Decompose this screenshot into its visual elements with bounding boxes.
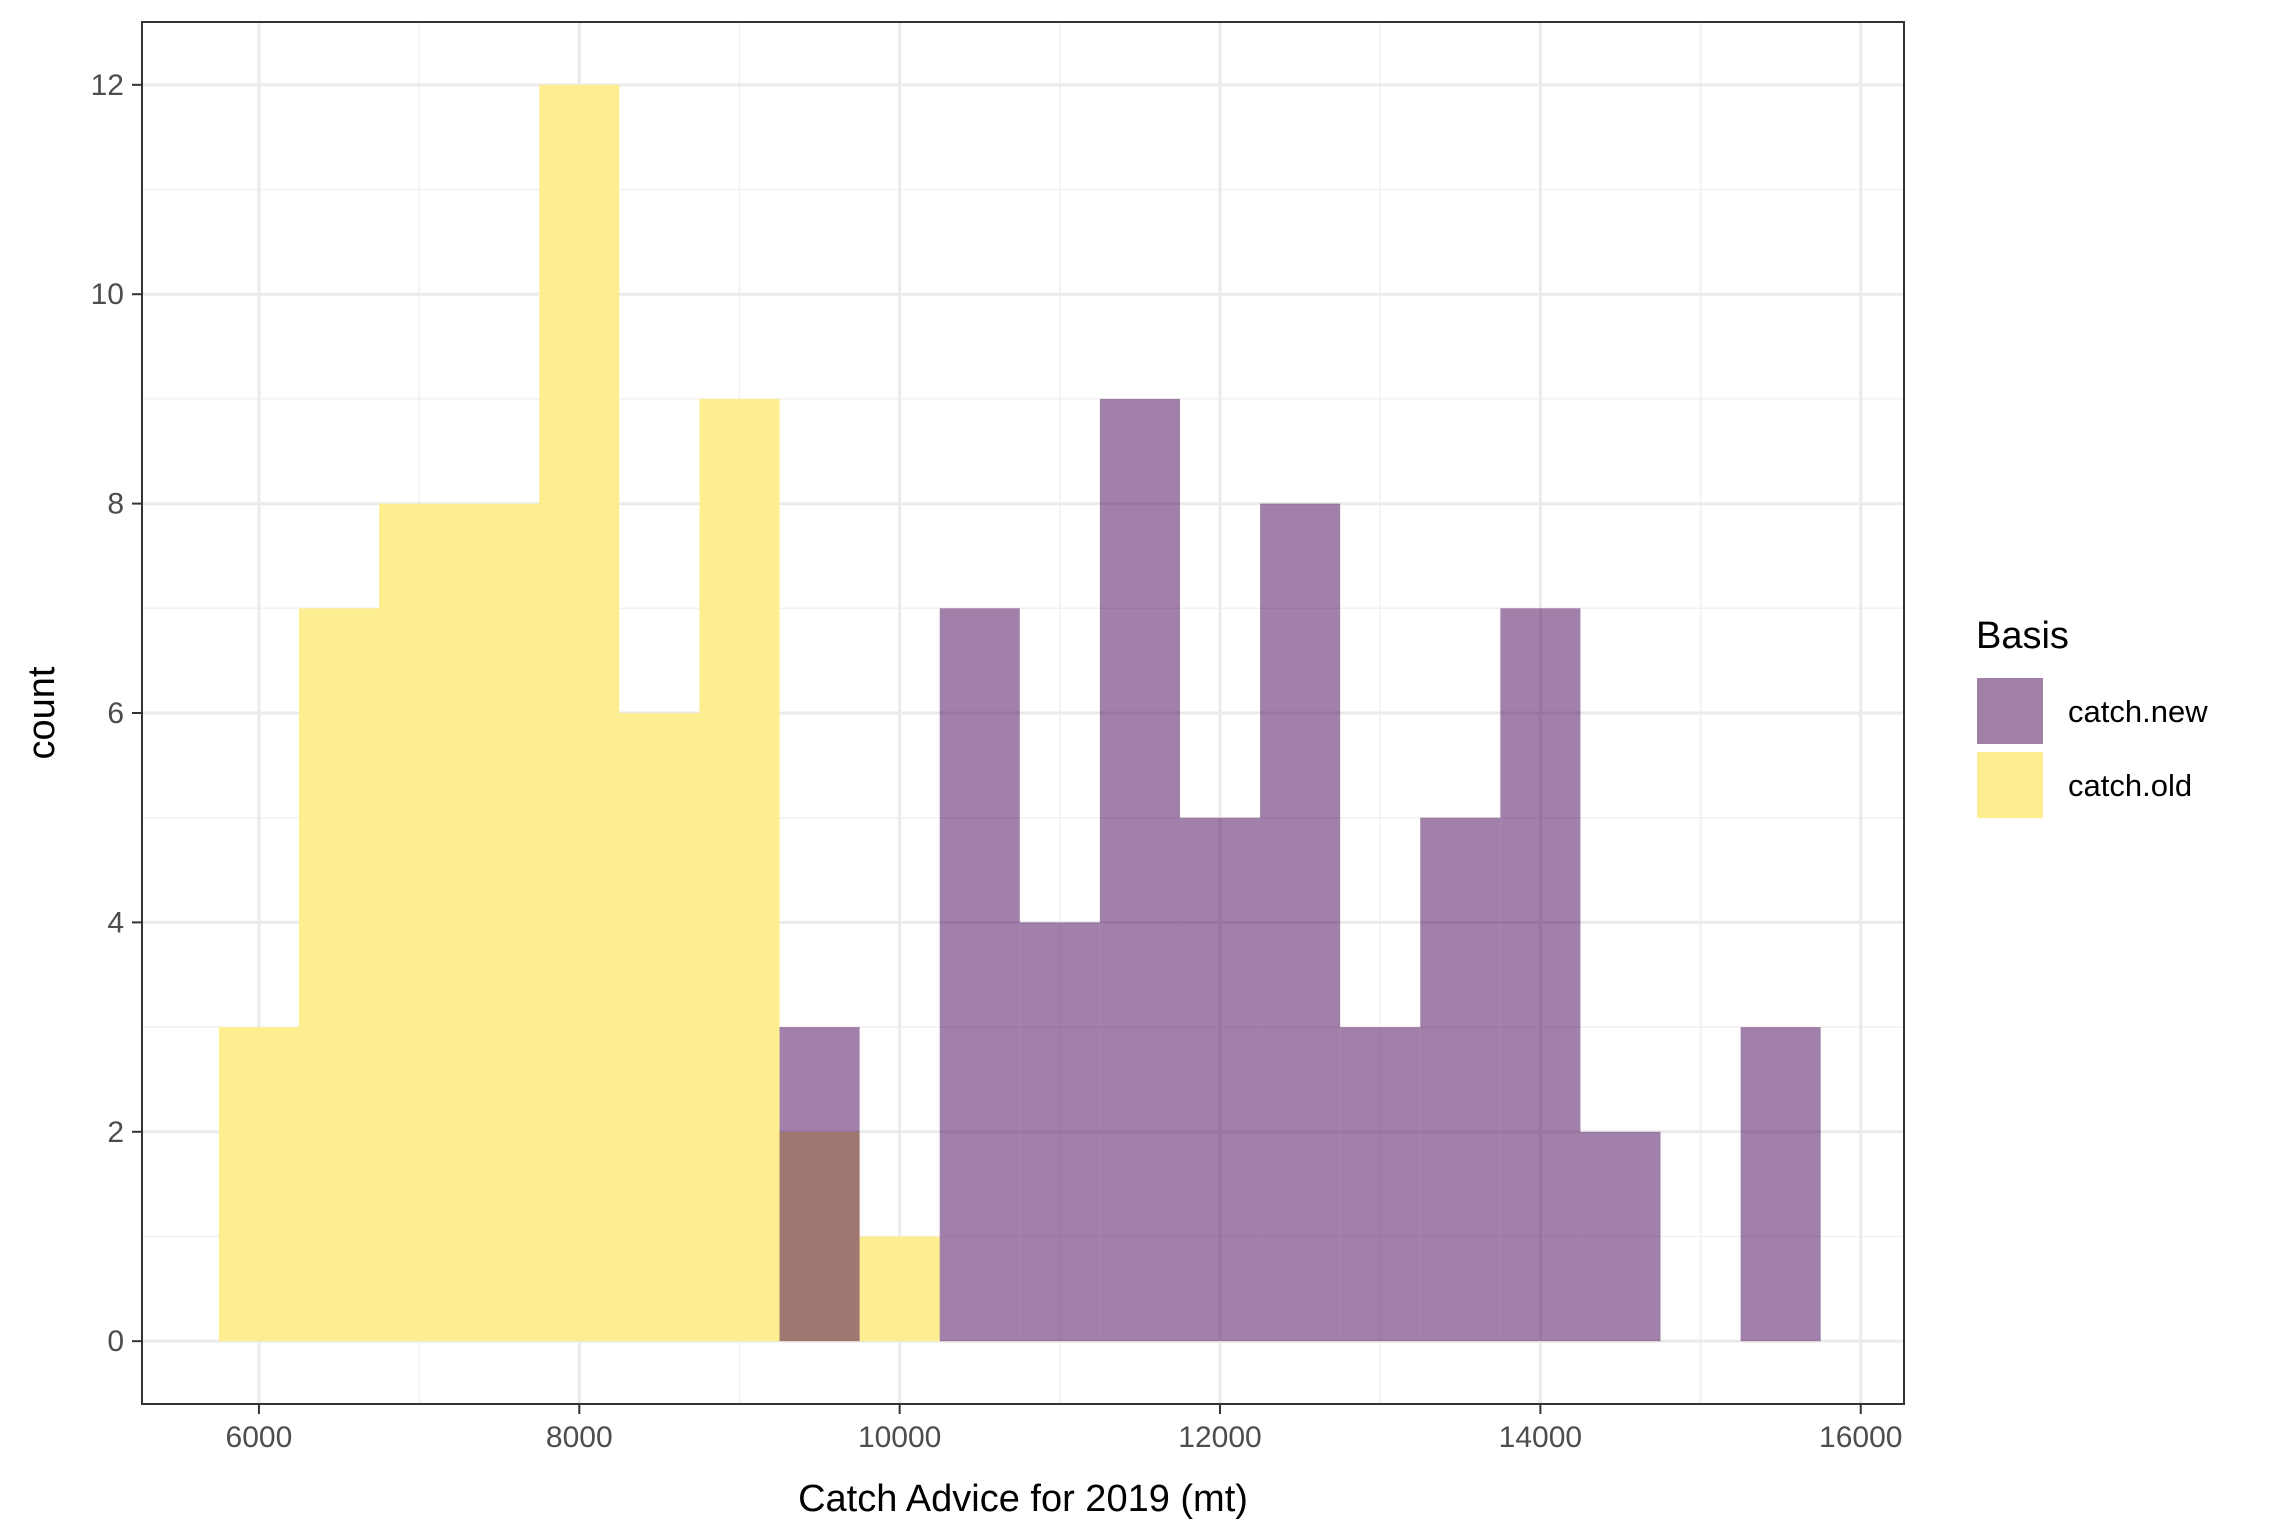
y-axis: 0 2 4 6 8 10 12: [91, 69, 142, 1358]
bar-catch-new: [779, 1027, 860, 1342]
y-tick-label: 6: [107, 697, 124, 730]
bar-catch-old: [379, 503, 460, 1342]
x-tick-label: 12000: [1178, 1421, 1261, 1454]
bar-catch-old: [298, 608, 380, 1342]
x-tick-label: 16000: [1819, 1421, 1902, 1454]
bar-catch-new: [939, 608, 1020, 1342]
y-tick-label: 0: [107, 1325, 124, 1358]
legend-label-catch-old: catch.old: [2068, 768, 2192, 803]
bar-catch-old: [218, 1027, 299, 1342]
legend-key-catch-new: [1977, 678, 2043, 744]
y-tick-label: 4: [107, 906, 124, 939]
x-axis-title: Catch Advice for 2019 (mt): [798, 1478, 1248, 1520]
legend-entries: catch.new catch.old: [1977, 678, 2208, 818]
y-tick-label: 8: [107, 488, 124, 521]
x-tick-label: 8000: [546, 1421, 613, 1454]
bar-catch-new: [1420, 817, 1501, 1342]
bar-catch-old: [459, 503, 540, 1342]
histogram-bars: [218, 84, 1821, 1342]
bar-catch-old: [859, 1236, 940, 1342]
bar-catch-old: [619, 713, 700, 1342]
bar-catch-new: [1500, 608, 1581, 1342]
x-axis: 6000 8000 10000 12000 14000 16000: [226, 1404, 1902, 1454]
bar-catch-new: [1099, 398, 1180, 1342]
x-tick-label: 6000: [226, 1421, 293, 1454]
legend-key-catch-old: [1977, 752, 2043, 818]
bar-catch-new: [1179, 817, 1261, 1342]
bar-catch-new: [1019, 922, 1100, 1342]
bar-catch-old: [699, 398, 780, 1342]
bar-catch-new: [1260, 503, 1341, 1342]
bar-catch-new: [1340, 1027, 1421, 1342]
y-tick-label: 12: [91, 69, 124, 102]
legend: Basis catch.new catch.old: [1976, 615, 2208, 818]
bar-catch-new: [1740, 1027, 1821, 1342]
y-tick-label: 2: [107, 1116, 124, 1149]
bar-catch-old: [539, 84, 620, 1342]
legend-title: Basis: [1976, 615, 2069, 657]
x-tick-label: 10000: [858, 1421, 941, 1454]
legend-label-catch-new: catch.new: [2068, 694, 2208, 729]
y-axis-title: count: [21, 666, 63, 759]
x-tick-label: 14000: [1499, 1421, 1582, 1454]
bar-catch-new: [1580, 1131, 1661, 1342]
y-tick-label: 10: [91, 278, 124, 311]
